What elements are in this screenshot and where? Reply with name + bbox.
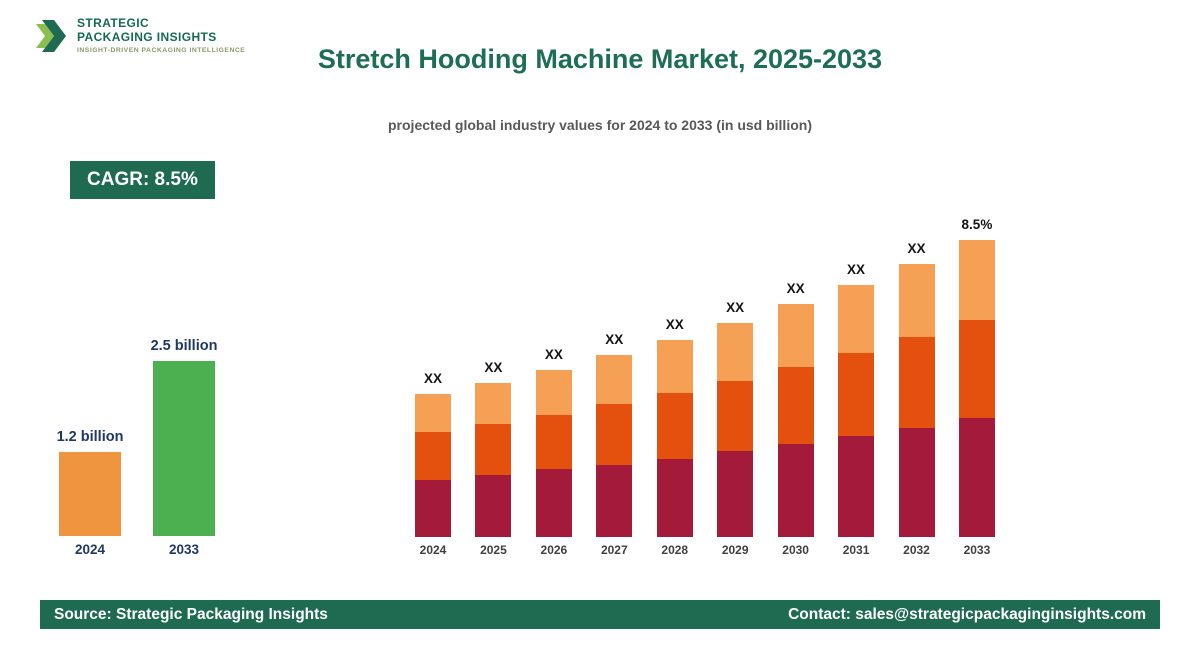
bar-top-label: 8.5% xyxy=(961,217,993,233)
stacked-bar xyxy=(838,285,875,537)
bar-top-label: XX xyxy=(907,240,926,256)
brand-tagline: INSIGHT-DRIVEN PACKAGING INTELLIGENCE xyxy=(77,47,246,55)
bar-segment-bottom xyxy=(777,444,814,537)
bar-segment-top xyxy=(717,323,754,382)
stacked-bar-group: XX 2026 xyxy=(535,212,572,557)
bar xyxy=(59,452,121,536)
bar-value-label: 1.2 billion xyxy=(56,429,124,445)
stacked-bar xyxy=(415,394,451,537)
stacked-bar-group: XX 2030 xyxy=(777,212,814,557)
stacked-bar xyxy=(596,355,633,537)
bar-segment-top xyxy=(475,382,512,425)
bar-top-label: XX xyxy=(665,316,684,332)
bar xyxy=(153,361,215,536)
bar-segment-bottom xyxy=(898,427,935,537)
bar-segment-middle xyxy=(596,403,633,465)
bar-segment-top xyxy=(958,240,995,320)
brand-logo: STRATEGIC PACKAGING INSIGHTS INSIGHT-DRI… xyxy=(34,14,245,58)
stacked-bar-group: XX 2024 xyxy=(415,212,451,557)
growth-summary-chart: 1.2 billion 2024 2.5 billion 2033 xyxy=(56,336,218,557)
brand-name-line2: PACKAGING INSIGHTS xyxy=(77,29,217,44)
x-axis-label: 2031 xyxy=(842,543,870,557)
x-axis-label: 2032 xyxy=(903,543,930,557)
stacked-bar xyxy=(535,369,572,537)
bar-segment-bottom xyxy=(838,436,875,537)
x-axis-label: 2029 xyxy=(721,543,749,557)
brand-name-line1: STRATEGIC xyxy=(77,15,150,30)
bar-segment-top xyxy=(596,355,633,404)
stacked-bar xyxy=(656,339,693,537)
bar-segment-bottom xyxy=(535,469,572,537)
mini-bar-group: 2.5 billion 2033 xyxy=(150,336,218,557)
chevron-logo-icon xyxy=(36,20,66,52)
stacked-bar-group: XX 2031 xyxy=(838,212,875,557)
bar-segment-bottom xyxy=(656,458,693,537)
footer-source: Source: Strategic Packaging Insights xyxy=(54,605,328,623)
bar-top-label: XX xyxy=(726,300,745,316)
bar-segment-middle xyxy=(656,393,693,459)
bar-segment-bottom xyxy=(475,475,512,537)
x-axis-label: 2025 xyxy=(480,543,507,557)
mini-bar-group: 1.2 billion 2024 xyxy=(56,336,124,557)
bar-segment-middle xyxy=(475,424,512,476)
x-axis-label: 2033 xyxy=(168,542,200,557)
bar-segment-bottom xyxy=(415,479,451,537)
bar-segment-bottom xyxy=(717,451,754,537)
stacked-bar-group: XX 2029 xyxy=(717,212,754,557)
stacked-bar xyxy=(717,323,754,537)
stacked-projection-chart: XX 2024 XX 2025 XX 2026 XX 2027 XX 2028 XX 2029 XX 20… xyxy=(415,212,995,557)
stacked-bar-group: XX 2028 xyxy=(656,212,693,557)
stacked-bar-group: XX 2025 xyxy=(475,212,512,557)
bar-top-label: XX xyxy=(847,262,866,278)
stacked-bar xyxy=(958,240,995,537)
bar-segment-top xyxy=(535,369,572,415)
page-title: Stretch Hooding Machine Market, 2025-203… xyxy=(317,44,883,74)
footer-bar: Source: Strategic Packaging Insights Con… xyxy=(40,600,1160,629)
x-axis-label: 2030 xyxy=(782,543,809,557)
bar-segment-middle xyxy=(958,319,995,419)
page-subtitle: projected global industry values for 202… xyxy=(388,117,812,133)
x-axis-label: 2027 xyxy=(600,543,628,557)
bar-value-label: 2.5 billion xyxy=(150,338,218,354)
x-axis-label: 2024 xyxy=(419,543,447,557)
brand-logo-text: STRATEGIC PACKAGING INSIGHTS INSIGHT-DRI… xyxy=(77,15,246,55)
stacked-bar xyxy=(777,304,814,537)
stacked-bar-group: XX 2032 xyxy=(898,212,935,557)
stacked-bar-group: 8.5% 2033 xyxy=(958,212,995,557)
bar-segment-bottom xyxy=(596,464,633,537)
bar-segment-top xyxy=(415,394,451,433)
x-axis-label: 2024 xyxy=(74,542,106,557)
bar-segment-middle xyxy=(717,381,754,452)
stacked-bar xyxy=(475,382,512,537)
x-axis-label: 2026 xyxy=(540,543,568,557)
bar-segment-middle xyxy=(838,352,875,437)
bar-top-label: XX xyxy=(423,371,442,387)
bar-segment-middle xyxy=(535,414,572,470)
bar-top-label: XX xyxy=(484,359,503,375)
cagr-badge: CAGR: 8.5% xyxy=(70,161,215,199)
bar-segment-top xyxy=(656,339,693,394)
bar-top-label: XX xyxy=(544,346,563,362)
x-axis-label: 2033 xyxy=(963,543,991,557)
stacked-bar-group: XX 2027 xyxy=(596,212,633,557)
bar-top-label: XX xyxy=(605,332,624,348)
footer-contact: Contact: sales@strategicpackaginginsight… xyxy=(788,605,1146,623)
stacked-bar xyxy=(898,263,935,537)
bar-segment-bottom xyxy=(958,418,995,537)
bar-segment-middle xyxy=(415,432,451,480)
bar-segment-middle xyxy=(777,367,814,445)
x-axis-label: 2028 xyxy=(661,543,689,557)
bar-top-label: XX xyxy=(786,281,805,297)
bar-segment-middle xyxy=(898,337,935,428)
bar-segment-top xyxy=(777,304,814,368)
bar-segment-top xyxy=(838,285,875,353)
bar-segment-top xyxy=(898,263,935,338)
